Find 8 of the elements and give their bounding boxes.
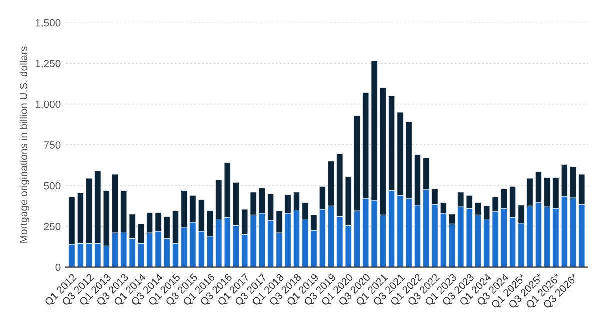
y-tick-label: 1,000 [36, 100, 61, 110]
y-tick-label: 0 [56, 264, 61, 272]
y-tick-label: 750 [44, 142, 61, 149]
y-tick-label: 1,250 [36, 60, 61, 69]
y-tick-label: 250 [44, 223, 61, 230]
y-tick-label: 1,500 [36, 19, 61, 28]
y-tick-label: 500 [44, 182, 61, 190]
y-axis-title: Mortgage originations in billion U.S. dollars [20, 46, 30, 243]
